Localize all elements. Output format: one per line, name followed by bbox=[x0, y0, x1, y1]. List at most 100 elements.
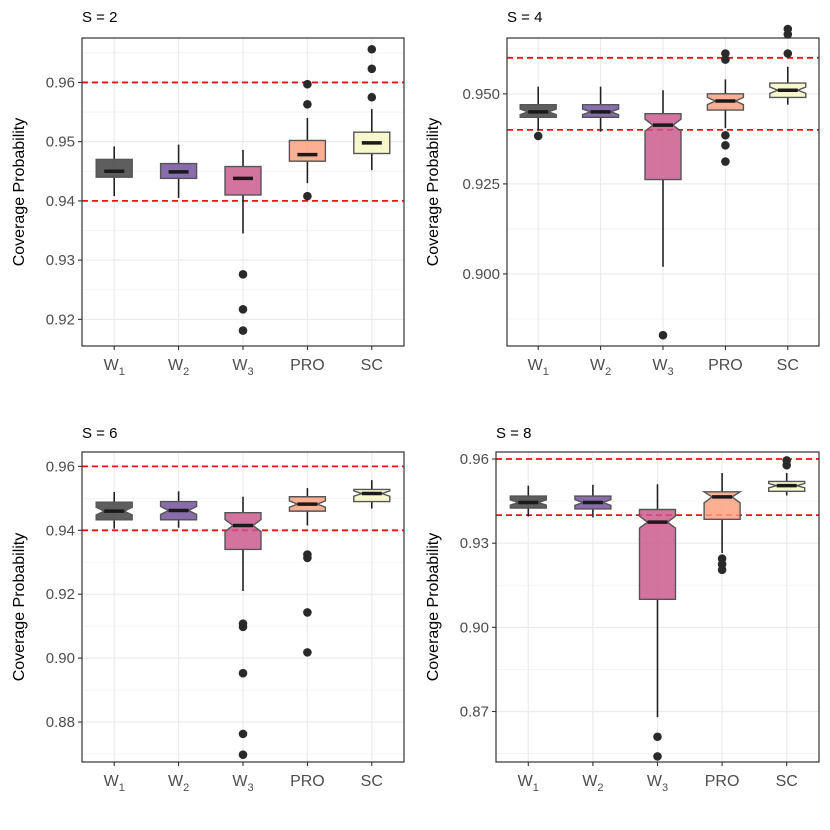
box-body bbox=[224, 165, 262, 196]
box-w1 bbox=[509, 485, 547, 517]
panel-title: S = 8 bbox=[496, 425, 531, 442]
box-sc bbox=[353, 480, 391, 509]
y-tick-label: 0.94 bbox=[46, 193, 75, 210]
y-axis-title: Coverage Probability bbox=[11, 533, 28, 682]
box-pro bbox=[706, 49, 745, 166]
outlier-point bbox=[303, 79, 312, 89]
box-w3 bbox=[644, 90, 682, 340]
x-tick-label: W3 bbox=[647, 773, 668, 794]
box-body bbox=[95, 158, 133, 178]
y-tick-label: 0.90 bbox=[46, 650, 75, 667]
y-tick-label: 0.925 bbox=[462, 176, 500, 193]
box-body bbox=[638, 508, 677, 600]
box-w1 bbox=[95, 146, 133, 197]
y-axis-title: Coverage Probability bbox=[425, 118, 442, 267]
box-pro bbox=[701, 473, 743, 575]
y-axis-title: Coverage Probability bbox=[425, 533, 442, 682]
outlier-point bbox=[721, 55, 730, 64]
x-tick-label: W2 bbox=[582, 773, 603, 794]
box-sc bbox=[768, 456, 806, 496]
outlier-point bbox=[303, 100, 312, 109]
y-tick-label: 0.94 bbox=[46, 522, 75, 539]
x-tick-label: W1 bbox=[518, 773, 539, 794]
x-tick-label: W2 bbox=[168, 357, 189, 378]
outlier-point bbox=[721, 141, 730, 150]
box-w3 bbox=[638, 484, 677, 761]
box-sc bbox=[769, 24, 807, 105]
outlier-point bbox=[653, 732, 662, 742]
panel-title: S = 6 bbox=[82, 425, 117, 442]
panel-title: S = 4 bbox=[507, 9, 542, 26]
outlier-point bbox=[303, 648, 312, 657]
x-tick-label: PRO bbox=[290, 773, 325, 790]
outlier-point bbox=[238, 326, 248, 335]
outlier-point bbox=[783, 30, 793, 39]
x-tick-label: W1 bbox=[104, 773, 125, 794]
outlier-point bbox=[783, 49, 793, 58]
outlier-point bbox=[658, 330, 668, 340]
box-w2 bbox=[159, 491, 198, 528]
x-tick-label: W2 bbox=[168, 773, 189, 794]
y-tick-label: 0.88 bbox=[46, 714, 75, 731]
outlier-point bbox=[303, 191, 312, 201]
y-axis-title: Coverage Probability bbox=[11, 118, 28, 267]
outlier-point bbox=[367, 44, 377, 54]
box-w2 bbox=[159, 144, 198, 198]
box-w2 bbox=[574, 484, 612, 518]
box-w2 bbox=[581, 86, 620, 132]
outlier-point bbox=[238, 750, 248, 759]
x-tick-label: SC bbox=[361, 357, 383, 374]
x-tick-label: PRO bbox=[705, 773, 740, 790]
y-tick-label: 0.93 bbox=[460, 535, 489, 552]
x-tick-label: W1 bbox=[104, 357, 125, 378]
x-tick-label: PRO bbox=[708, 357, 743, 374]
y-tick-label: 0.87 bbox=[460, 704, 489, 721]
outlier-point bbox=[782, 460, 791, 470]
y-tick-label: 0.93 bbox=[46, 252, 75, 269]
outlier-point bbox=[303, 553, 312, 563]
x-tick-label: SC bbox=[777, 357, 799, 374]
box-body bbox=[644, 112, 682, 181]
panel-1: 0.92 0.93 0.94 0.95 0.96 W1 W2 W3 PRO SC S = 2 Cove… bbox=[11, 9, 405, 378]
box-w3 bbox=[224, 496, 262, 759]
outlier-point bbox=[533, 131, 543, 141]
outlier-point bbox=[721, 49, 730, 58]
x-tick-label: W3 bbox=[232, 773, 253, 794]
box-body bbox=[224, 512, 262, 551]
x-tick-label: W3 bbox=[652, 357, 673, 378]
box-w3 bbox=[224, 149, 262, 335]
outlier-point bbox=[238, 668, 248, 678]
outlier-point bbox=[303, 608, 312, 617]
panel-title: S = 2 bbox=[82, 9, 117, 26]
box-pro bbox=[288, 79, 327, 201]
y-tick-label: 0.92 bbox=[46, 586, 75, 603]
y-tick-label: 0.95 bbox=[46, 134, 75, 151]
outlier-point bbox=[367, 64, 377, 74]
y-tick-label: 0.96 bbox=[46, 458, 75, 475]
box-body bbox=[701, 491, 743, 521]
x-tick-label: PRO bbox=[290, 357, 325, 374]
outlier-point bbox=[238, 270, 248, 279]
y-tick-label: 0.96 bbox=[460, 451, 489, 468]
box-w1 bbox=[519, 86, 557, 141]
y-tick-label: 0.90 bbox=[460, 619, 489, 636]
y-tick-label: 0.92 bbox=[46, 311, 75, 328]
x-tick-label: W3 bbox=[232, 357, 253, 378]
outlier-point bbox=[721, 130, 730, 140]
x-tick-label: SC bbox=[776, 773, 798, 790]
box-pro bbox=[288, 488, 327, 657]
box-body bbox=[353, 488, 391, 503]
x-tick-label: W2 bbox=[590, 357, 611, 378]
y-tick-label: 0.950 bbox=[462, 86, 500, 103]
box-body bbox=[288, 139, 327, 162]
outlier-point bbox=[721, 157, 730, 166]
box-w1 bbox=[95, 491, 133, 529]
x-tick-label: W1 bbox=[528, 357, 549, 378]
outlier-point bbox=[717, 565, 727, 575]
outlier-point bbox=[238, 622, 248, 632]
outlier-point bbox=[238, 729, 248, 739]
outlier-point bbox=[367, 92, 377, 102]
y-tick-label: 0.96 bbox=[46, 74, 75, 91]
x-tick-label: SC bbox=[361, 773, 383, 790]
